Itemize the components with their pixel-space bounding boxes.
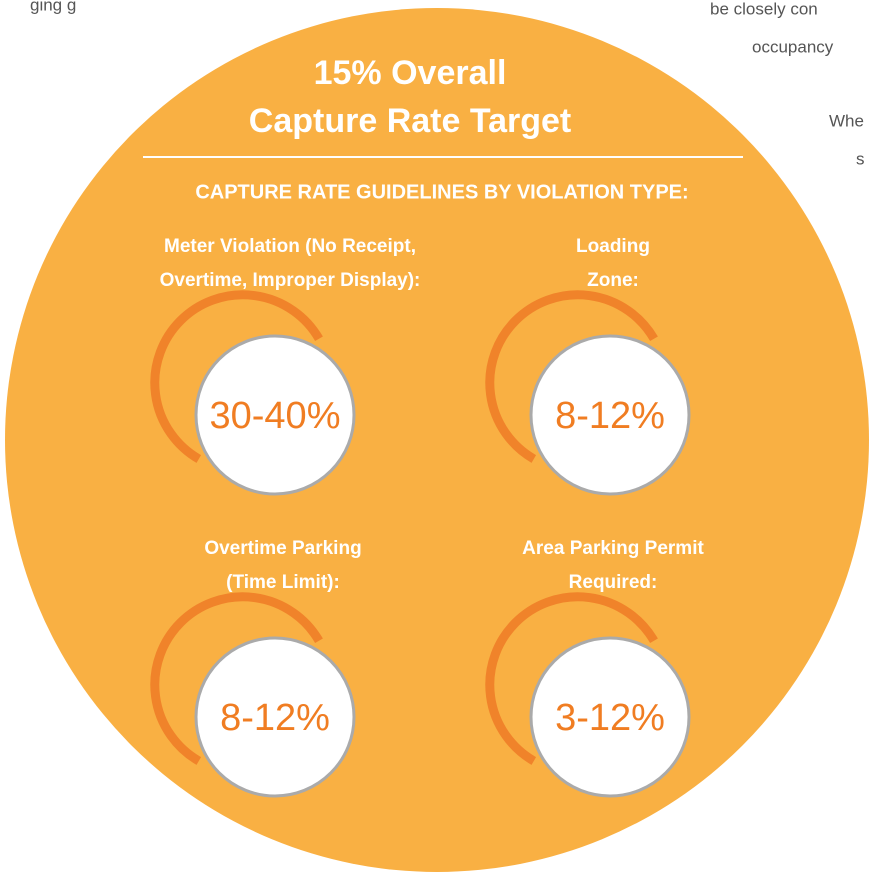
item-label: Area Parking Permit bbox=[522, 538, 704, 559]
text-fragment: Whe bbox=[829, 111, 864, 130]
item-label: (Time Limit): bbox=[226, 572, 340, 593]
item-value: 30-40% bbox=[210, 395, 341, 437]
text-fragment: be closely con bbox=[710, 0, 818, 18]
title: 15% Overall bbox=[314, 54, 507, 92]
item-label: Overtime, Improper Display): bbox=[160, 270, 421, 291]
value-circle bbox=[529, 334, 691, 496]
value-circle bbox=[194, 334, 356, 496]
items: Meter Violation (No Receipt, Overtime, Im… bbox=[150, 236, 704, 798]
item-label: Required: bbox=[569, 572, 658, 593]
title: Capture Rate Target bbox=[249, 102, 571, 140]
item-value: 8-12% bbox=[220, 697, 330, 739]
item-label: Overtime Parking bbox=[204, 538, 361, 559]
value-circle bbox=[194, 636, 356, 798]
value-circle bbox=[529, 636, 691, 798]
subtitle: CAPTURE RATE GUIDELINES BY VIOLATION TYP… bbox=[195, 181, 688, 203]
ring-arc bbox=[150, 592, 323, 765]
item-value: 3-12% bbox=[555, 697, 665, 739]
item-label: Meter Violation (No Receipt, bbox=[164, 236, 416, 257]
item-label: Zone: bbox=[587, 270, 639, 291]
ring-arc bbox=[485, 592, 658, 765]
item-label: Loading bbox=[576, 236, 650, 257]
ring-arc bbox=[150, 290, 323, 463]
item-value: 8-12% bbox=[555, 395, 665, 437]
text-fragment: occupancy bbox=[752, 37, 834, 56]
text-fragment: ging g bbox=[30, 0, 76, 14]
text-fragment: s bbox=[856, 149, 865, 168]
ring-arc bbox=[485, 290, 658, 463]
